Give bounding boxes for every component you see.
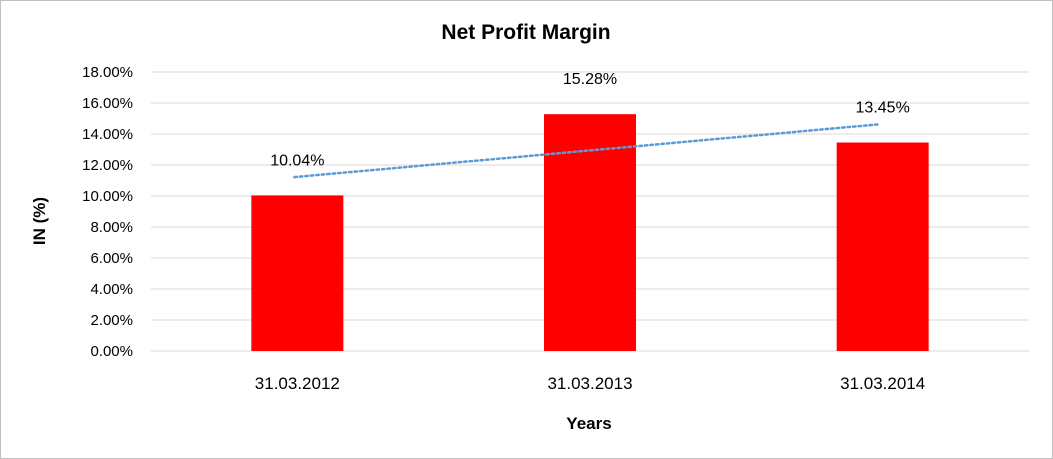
bars [251,114,929,351]
y-tick-label: 18.00% [82,64,133,81]
y-tick-label: 16.00% [82,95,133,112]
trendline [293,123,881,179]
bar [836,142,929,351]
bar [251,195,344,351]
y-axis-title: IN (%) [30,197,49,245]
x-axis-title: Years [566,414,611,433]
data-labels: 10.04% 15.28% 13.45% [270,71,910,169]
x-axis-categories: 31.03.2012 31.03.2013 31.03.2014 [255,374,925,393]
y-axis-ticks: 0.00% 2.00% 4.00% 6.00% 8.00% 10.00% 12.00% 14.… [82,64,133,360]
y-tick-label: 4.00% [90,281,133,298]
x-category-label: 31.03.2013 [547,374,632,393]
y-tick-label: 8.00% [90,219,133,236]
x-category-label: 31.03.2012 [255,374,340,393]
x-category-label: 31.03.2014 [840,374,925,393]
data-label: 10.04% [270,152,324,169]
y-tick-label: 2.00% [90,312,133,329]
data-label: 15.28% [563,71,617,88]
y-tick-label: 10.00% [82,188,133,205]
data-label: 13.45% [856,100,910,117]
y-tick-label: 14.00% [82,126,133,143]
y-tick-label: 12.00% [82,157,133,174]
chart-title: Net Profit Margin [441,21,610,44]
y-tick-label: 0.00% [90,343,133,360]
y-tick-label: 6.00% [90,250,133,267]
trendline-layer [293,123,881,179]
